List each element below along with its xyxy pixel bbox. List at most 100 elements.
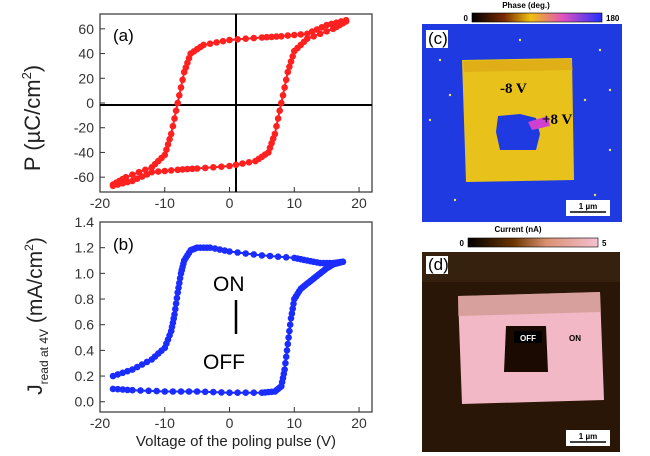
on-state-label: ON: [213, 273, 245, 296]
data-point: [185, 388, 193, 395]
on-tag-box: [564, 331, 586, 343]
data-point: [289, 53, 297, 60]
data-point: [268, 33, 275, 41]
phase-image-panel: Phase (deg.) 0 180 -8 V +8 V (c) 1 µm: [422, 1, 622, 222]
data-point: [323, 28, 331, 35]
data-point: [166, 135, 173, 143]
data-point: [161, 167, 169, 175]
data-point: [282, 359, 289, 367]
x-axis-label: Voltage of the poling pulse (V): [136, 433, 336, 450]
data-point: [219, 37, 227, 45]
x-tick-label: -20: [90, 415, 110, 431]
data-point: [193, 388, 201, 395]
data-point: [177, 84, 185, 91]
current-colorbar-min: 0: [460, 239, 465, 248]
data-point: [285, 334, 292, 341]
data-point: [172, 300, 180, 307]
panel-a-label: (a): [113, 26, 134, 45]
phase-speck: [598, 48, 602, 52]
current-image-panel: Current (nA) 0 5 OFF ON (d) 1 µm: [422, 225, 620, 452]
y-tick-label: 1.4: [75, 214, 95, 230]
data-point: [137, 387, 144, 394]
y-tick-label: 40: [78, 46, 94, 62]
data-point: [316, 30, 324, 38]
data-point: [291, 254, 298, 262]
y-tick-label: -20: [74, 120, 94, 136]
phase-speck: [448, 93, 452, 97]
y-tick-label: 0.8: [75, 291, 95, 307]
current-square-edge: [458, 292, 601, 316]
data-point: [286, 327, 293, 335]
x-tick-label: 0: [226, 415, 234, 431]
data-point: [226, 36, 233, 44]
data-point: [263, 33, 271, 41]
data-point: [303, 35, 311, 42]
phase-colorbar: [471, 12, 603, 23]
y-tick-label: 0: [86, 95, 94, 111]
off-tag-label: OFF: [520, 334, 536, 343]
data-point: [286, 321, 294, 329]
data-point: [284, 68, 292, 76]
x-tick-label: 10: [286, 195, 302, 211]
on-tag-label: ON: [569, 334, 581, 343]
data-point: [281, 84, 288, 91]
y-tick-label: -60: [74, 169, 94, 185]
data-point: [232, 161, 240, 169]
data-point: [169, 122, 177, 130]
data-point: [242, 35, 249, 42]
phase-scalebar-label: 1 µm: [579, 202, 597, 211]
data-point: [258, 34, 266, 41]
panel-d-label: (d): [428, 255, 449, 274]
data-point: [206, 40, 214, 47]
data-point: [124, 386, 131, 394]
data-point: [242, 389, 249, 397]
data-point: [201, 388, 209, 396]
data-point: [129, 171, 136, 178]
data-point: [129, 386, 136, 394]
data-point: [148, 164, 156, 171]
x-tick-label: -10: [155, 415, 175, 431]
data-point: [287, 58, 295, 65]
phase-speck: [583, 98, 587, 102]
data-point: [274, 115, 282, 122]
x-tick-label: 0: [226, 195, 234, 211]
panel-c-label: (c): [428, 29, 448, 48]
data-point: [342, 18, 350, 25]
data-point: [245, 159, 253, 166]
data-point: [174, 166, 181, 174]
data-point: [339, 258, 347, 266]
phase-colorbar-min: 0: [464, 14, 469, 23]
data-point: [114, 385, 122, 393]
current-colorbar: [467, 237, 599, 248]
data-point: [143, 358, 151, 366]
y-tick-label: 0.4: [75, 342, 95, 358]
data-point: [163, 146, 170, 153]
phase-speck: [438, 58, 442, 62]
data-point: [274, 253, 282, 260]
current-colorbar-title: Current (nA): [494, 225, 541, 234]
phase-colorbar-title: Phase (deg.): [502, 1, 550, 10]
y-tick-label: 0.6: [75, 317, 95, 333]
data-point: [271, 130, 279, 138]
data-point: [171, 115, 178, 122]
data-point: [179, 76, 186, 84]
data-point: [161, 388, 169, 395]
data-point: [109, 372, 117, 380]
negative-voltage-label: -8 V: [500, 81, 527, 97]
data-point: [221, 247, 228, 254]
data-point: [201, 164, 209, 172]
data-point: [279, 92, 287, 99]
phase-colorbar-max: 180: [606, 14, 620, 23]
data-point: [250, 389, 258, 397]
data-point: [174, 99, 181, 107]
data-point: [250, 251, 258, 258]
data-point: [297, 31, 305, 38]
data-point: [273, 33, 280, 40]
data-point: [281, 366, 288, 373]
data-point: [211, 245, 219, 252]
data-point: [234, 36, 241, 43]
data-point: [282, 253, 290, 261]
data-point: [172, 107, 180, 114]
off-state-label: OFF: [203, 351, 245, 374]
y-tick-label: 1.0: [75, 265, 95, 281]
